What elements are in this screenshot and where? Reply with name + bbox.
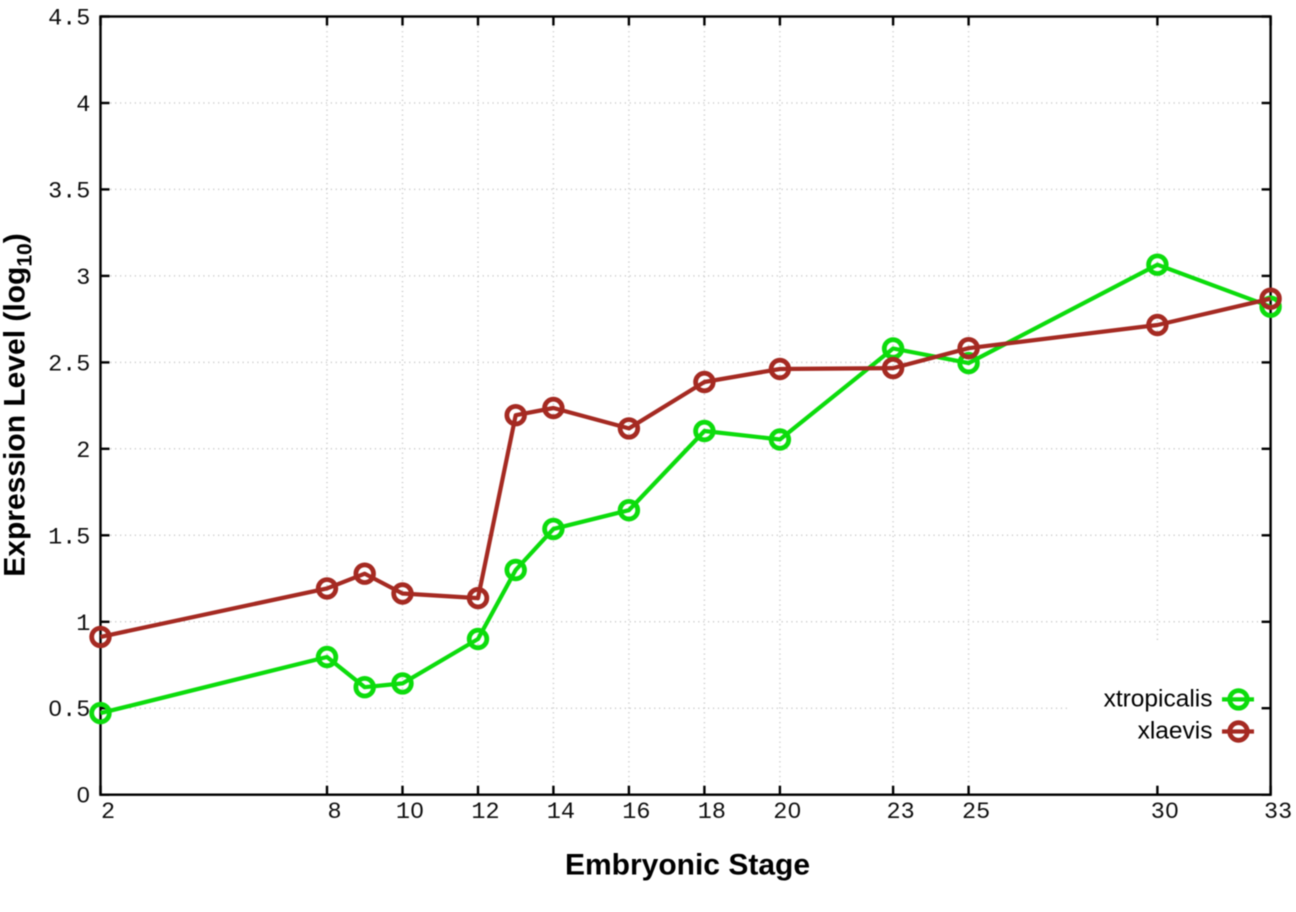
svg-text:14: 14 xyxy=(547,799,575,826)
svg-text:Embryonic Stage: Embryonic Stage xyxy=(565,849,810,882)
svg-text:23: 23 xyxy=(886,799,914,826)
svg-text:Expression Level (log10): Expression Level (log10) xyxy=(0,233,37,576)
svg-text:4: 4 xyxy=(76,92,90,119)
svg-text:25: 25 xyxy=(962,799,990,826)
svg-text:4.5: 4.5 xyxy=(48,6,90,33)
svg-text:2.5: 2.5 xyxy=(48,351,90,378)
svg-text:8: 8 xyxy=(327,799,341,826)
svg-text:10: 10 xyxy=(396,799,424,826)
svg-text:2: 2 xyxy=(76,438,90,465)
svg-text:3.5: 3.5 xyxy=(48,178,90,205)
svg-text:18: 18 xyxy=(698,799,726,826)
svg-text:30: 30 xyxy=(1151,799,1179,826)
svg-text:2: 2 xyxy=(101,799,115,826)
svg-text:3: 3 xyxy=(76,265,90,292)
svg-text:12: 12 xyxy=(471,799,499,826)
svg-text:xlaevis: xlaevis xyxy=(1138,718,1213,745)
svg-text:16: 16 xyxy=(622,799,650,826)
svg-text:20: 20 xyxy=(773,799,801,826)
svg-text:xtropicalis: xtropicalis xyxy=(1104,686,1213,713)
svg-text:1.5: 1.5 xyxy=(48,524,90,551)
svg-text:1: 1 xyxy=(76,611,90,638)
svg-text:0: 0 xyxy=(76,784,90,811)
svg-text:33: 33 xyxy=(1264,799,1292,826)
